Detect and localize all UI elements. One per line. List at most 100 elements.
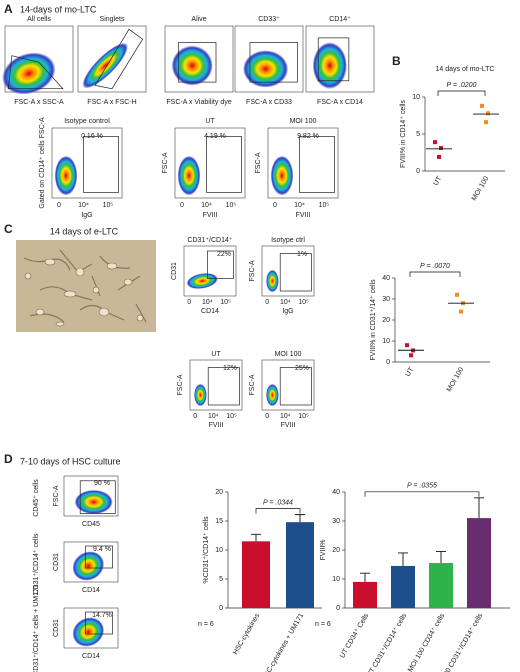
gate <box>206 136 242 193</box>
x-tick-label: UT <box>405 366 416 378</box>
density <box>312 42 347 89</box>
y-tick-label: 10 <box>215 547 223 554</box>
panel-title: 14 days of e-LTC <box>50 226 119 236</box>
density <box>186 273 218 289</box>
point <box>405 343 409 348</box>
significance-bracket <box>255 508 301 514</box>
point <box>439 146 443 151</box>
x-axis-label: CD45 <box>82 521 100 528</box>
x-axis-label: FVIII <box>209 422 224 429</box>
plot-title: MOI 100 <box>275 351 302 358</box>
x-tick-label: UT <box>433 175 444 187</box>
annotation: P = .0344 <box>263 499 293 506</box>
panel-label: A <box>4 2 13 16</box>
bar <box>467 518 491 608</box>
density <box>266 384 279 406</box>
gate <box>299 136 335 193</box>
x-tick-label: 10⁴ <box>201 202 212 209</box>
y-axis-label: FSC-A <box>255 152 262 173</box>
y-tick-label: 10 <box>382 338 390 345</box>
y-tick-label: 10 <box>332 576 340 583</box>
x-tick-label: HSC-cytokines + UM171 <box>261 612 306 672</box>
point <box>455 292 459 297</box>
error-bar <box>474 497 484 519</box>
y-tick-label: 40 <box>332 489 340 496</box>
x-tick-label: 0 <box>57 202 61 209</box>
gate-percent: 4.19 % <box>204 133 226 140</box>
y-tick-label: 20 <box>332 547 340 554</box>
panel-label: B <box>392 54 401 68</box>
y-axis-label: FSC-A <box>177 374 184 395</box>
annotation: P = .0355 <box>407 483 437 490</box>
x-tick-label: 10⁵ <box>298 299 309 306</box>
gate-percent: 14.7% <box>92 612 112 619</box>
gate <box>178 42 217 83</box>
error-bar <box>360 572 370 582</box>
plot-title: CD33⁺ <box>258 16 280 23</box>
point <box>409 353 413 358</box>
y-tick-label: 30 <box>382 296 390 303</box>
density <box>270 156 294 196</box>
x-tick-label: 0 <box>180 202 184 209</box>
density <box>72 617 104 647</box>
x-axis-label: FVIII <box>296 212 311 219</box>
x-tick-label: 0 <box>265 299 269 306</box>
plot-title: CD14⁺ <box>329 16 351 23</box>
plot-axes: FSC-A x Viability dye <box>166 99 231 106</box>
y-axis-label: FVIII% <box>320 539 327 560</box>
x-tick-label: MOI 100 <box>446 366 466 393</box>
x-tick-label: UT CD31⁺/CD14⁺ cells <box>366 612 408 672</box>
bar <box>391 565 415 608</box>
bar <box>353 581 377 608</box>
density <box>72 551 104 581</box>
plot-title: CD31⁺/CD14⁺ <box>187 237 232 244</box>
gate <box>85 545 113 569</box>
x-axis-label: CD14 <box>82 587 100 594</box>
x-tick-label: 10⁵ <box>298 413 309 420</box>
gate <box>249 42 298 83</box>
error-bar <box>436 551 446 564</box>
x-tick-label: 10⁵ <box>103 202 114 209</box>
group-label: CD45⁺ cells <box>33 479 40 517</box>
density <box>266 270 279 292</box>
bar <box>286 522 314 608</box>
y-axis-label: FSC-A <box>53 485 60 506</box>
plot-title: All cells <box>27 16 51 23</box>
significance-bracket <box>409 271 461 277</box>
x-axis-label: FVIII <box>281 422 296 429</box>
x-tick-label: 10⁴ <box>208 413 219 420</box>
y-tick-label: 40 <box>382 275 390 282</box>
error-bar <box>251 533 261 542</box>
y-tick-label: 20 <box>382 317 390 324</box>
x-axis-label: CD14 <box>82 653 100 660</box>
density <box>243 50 289 88</box>
bar <box>242 541 270 608</box>
y-tick-label: 20 <box>215 489 223 496</box>
gate <box>8 55 64 90</box>
gate-percent: 1% <box>297 251 307 258</box>
plot-axes: FSC-A x CD33 <box>246 99 292 106</box>
plot-title: Isotype control <box>64 118 110 125</box>
y-tick-label: 15 <box>215 518 223 525</box>
density <box>54 156 78 196</box>
density <box>74 490 113 514</box>
x-tick-label: 0 <box>265 413 269 420</box>
x-tick-label: 10⁴ <box>280 299 291 306</box>
point <box>486 111 490 116</box>
x-tick-label: MOI 100 CD34⁺ cells <box>407 612 446 672</box>
y-axis-label: Gated on CD14⁺ cells FSC-A <box>39 117 46 209</box>
y-tick-label: 10 <box>412 94 420 101</box>
y-tick-label: 30 <box>332 518 340 525</box>
density <box>171 45 213 86</box>
annotation: P = .0200 <box>447 82 477 89</box>
x-tick-label: HSC-cytokines <box>232 612 261 656</box>
gate <box>279 253 312 292</box>
error-bar <box>398 552 408 566</box>
x-tick-label: 0 <box>193 413 197 420</box>
panel-label: D <box>4 452 13 466</box>
x-tick-label: 10⁴ <box>202 299 213 306</box>
point <box>484 120 488 125</box>
chart-note: n = 6 <box>198 621 214 628</box>
plot-title: UT <box>205 118 215 125</box>
